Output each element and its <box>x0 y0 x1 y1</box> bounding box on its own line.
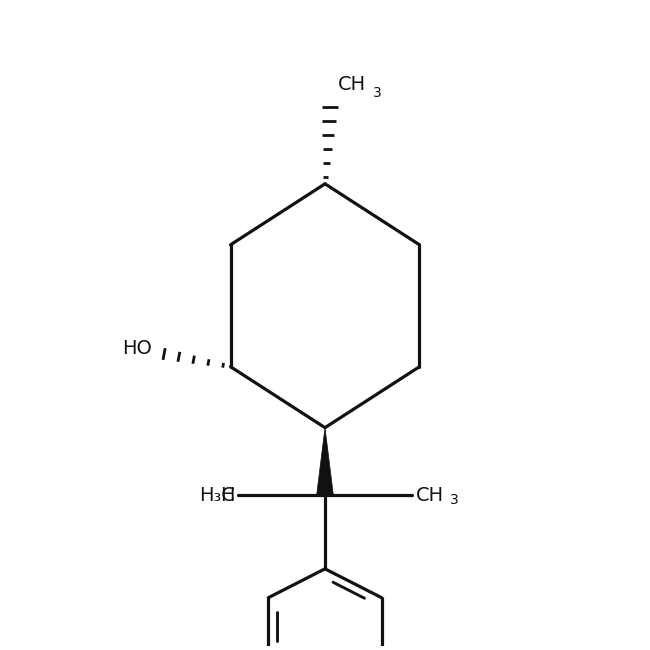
Text: CH: CH <box>415 486 443 504</box>
Text: H₃C: H₃C <box>199 486 235 504</box>
Text: 3: 3 <box>450 493 458 507</box>
Polygon shape <box>317 428 333 495</box>
Text: H: H <box>220 486 235 504</box>
Text: CH: CH <box>338 75 366 94</box>
Text: HO: HO <box>122 339 151 358</box>
Text: 3: 3 <box>373 86 382 99</box>
